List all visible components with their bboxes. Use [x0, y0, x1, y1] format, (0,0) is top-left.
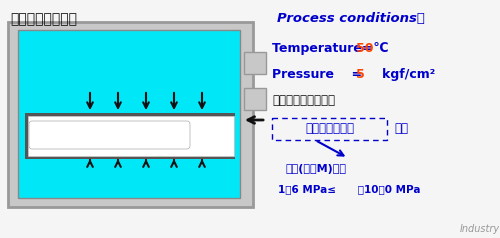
Bar — [244, 52, 266, 74]
Text: 50: 50 — [356, 42, 374, 55]
Text: 认证: 认证 — [394, 123, 408, 135]
Text: 第二类压力容器: 第二类压力容器 — [305, 123, 354, 135]
Text: kgf/cm²: kgf/cm² — [369, 68, 435, 81]
Text: 1．6 MPa≤      ＜10．0 MPa: 1．6 MPa≤ ＜10．0 MPa — [278, 184, 420, 194]
Text: Process conditions：: Process conditions： — [277, 12, 425, 25]
Text: 一定温度、压力下: 一定温度、压力下 — [10, 12, 77, 26]
Text: ℃: ℃ — [369, 42, 388, 55]
Bar — [28, 116, 234, 156]
FancyBboxPatch shape — [29, 121, 190, 149]
Text: Industry: Industry — [460, 224, 500, 234]
Text: 5: 5 — [356, 68, 365, 81]
Text: 中压(代号M)容器: 中压(代号M)容器 — [286, 164, 346, 174]
Bar — [18, 30, 240, 198]
Text: Pressure    =: Pressure = — [272, 68, 366, 81]
Bar — [25, 113, 235, 159]
Text: 通常制造商必须通过: 通常制造商必须通过 — [272, 94, 335, 107]
Bar — [244, 88, 266, 110]
Bar — [8, 22, 253, 207]
Text: Temperature=: Temperature= — [272, 42, 377, 55]
Bar — [272, 118, 387, 140]
